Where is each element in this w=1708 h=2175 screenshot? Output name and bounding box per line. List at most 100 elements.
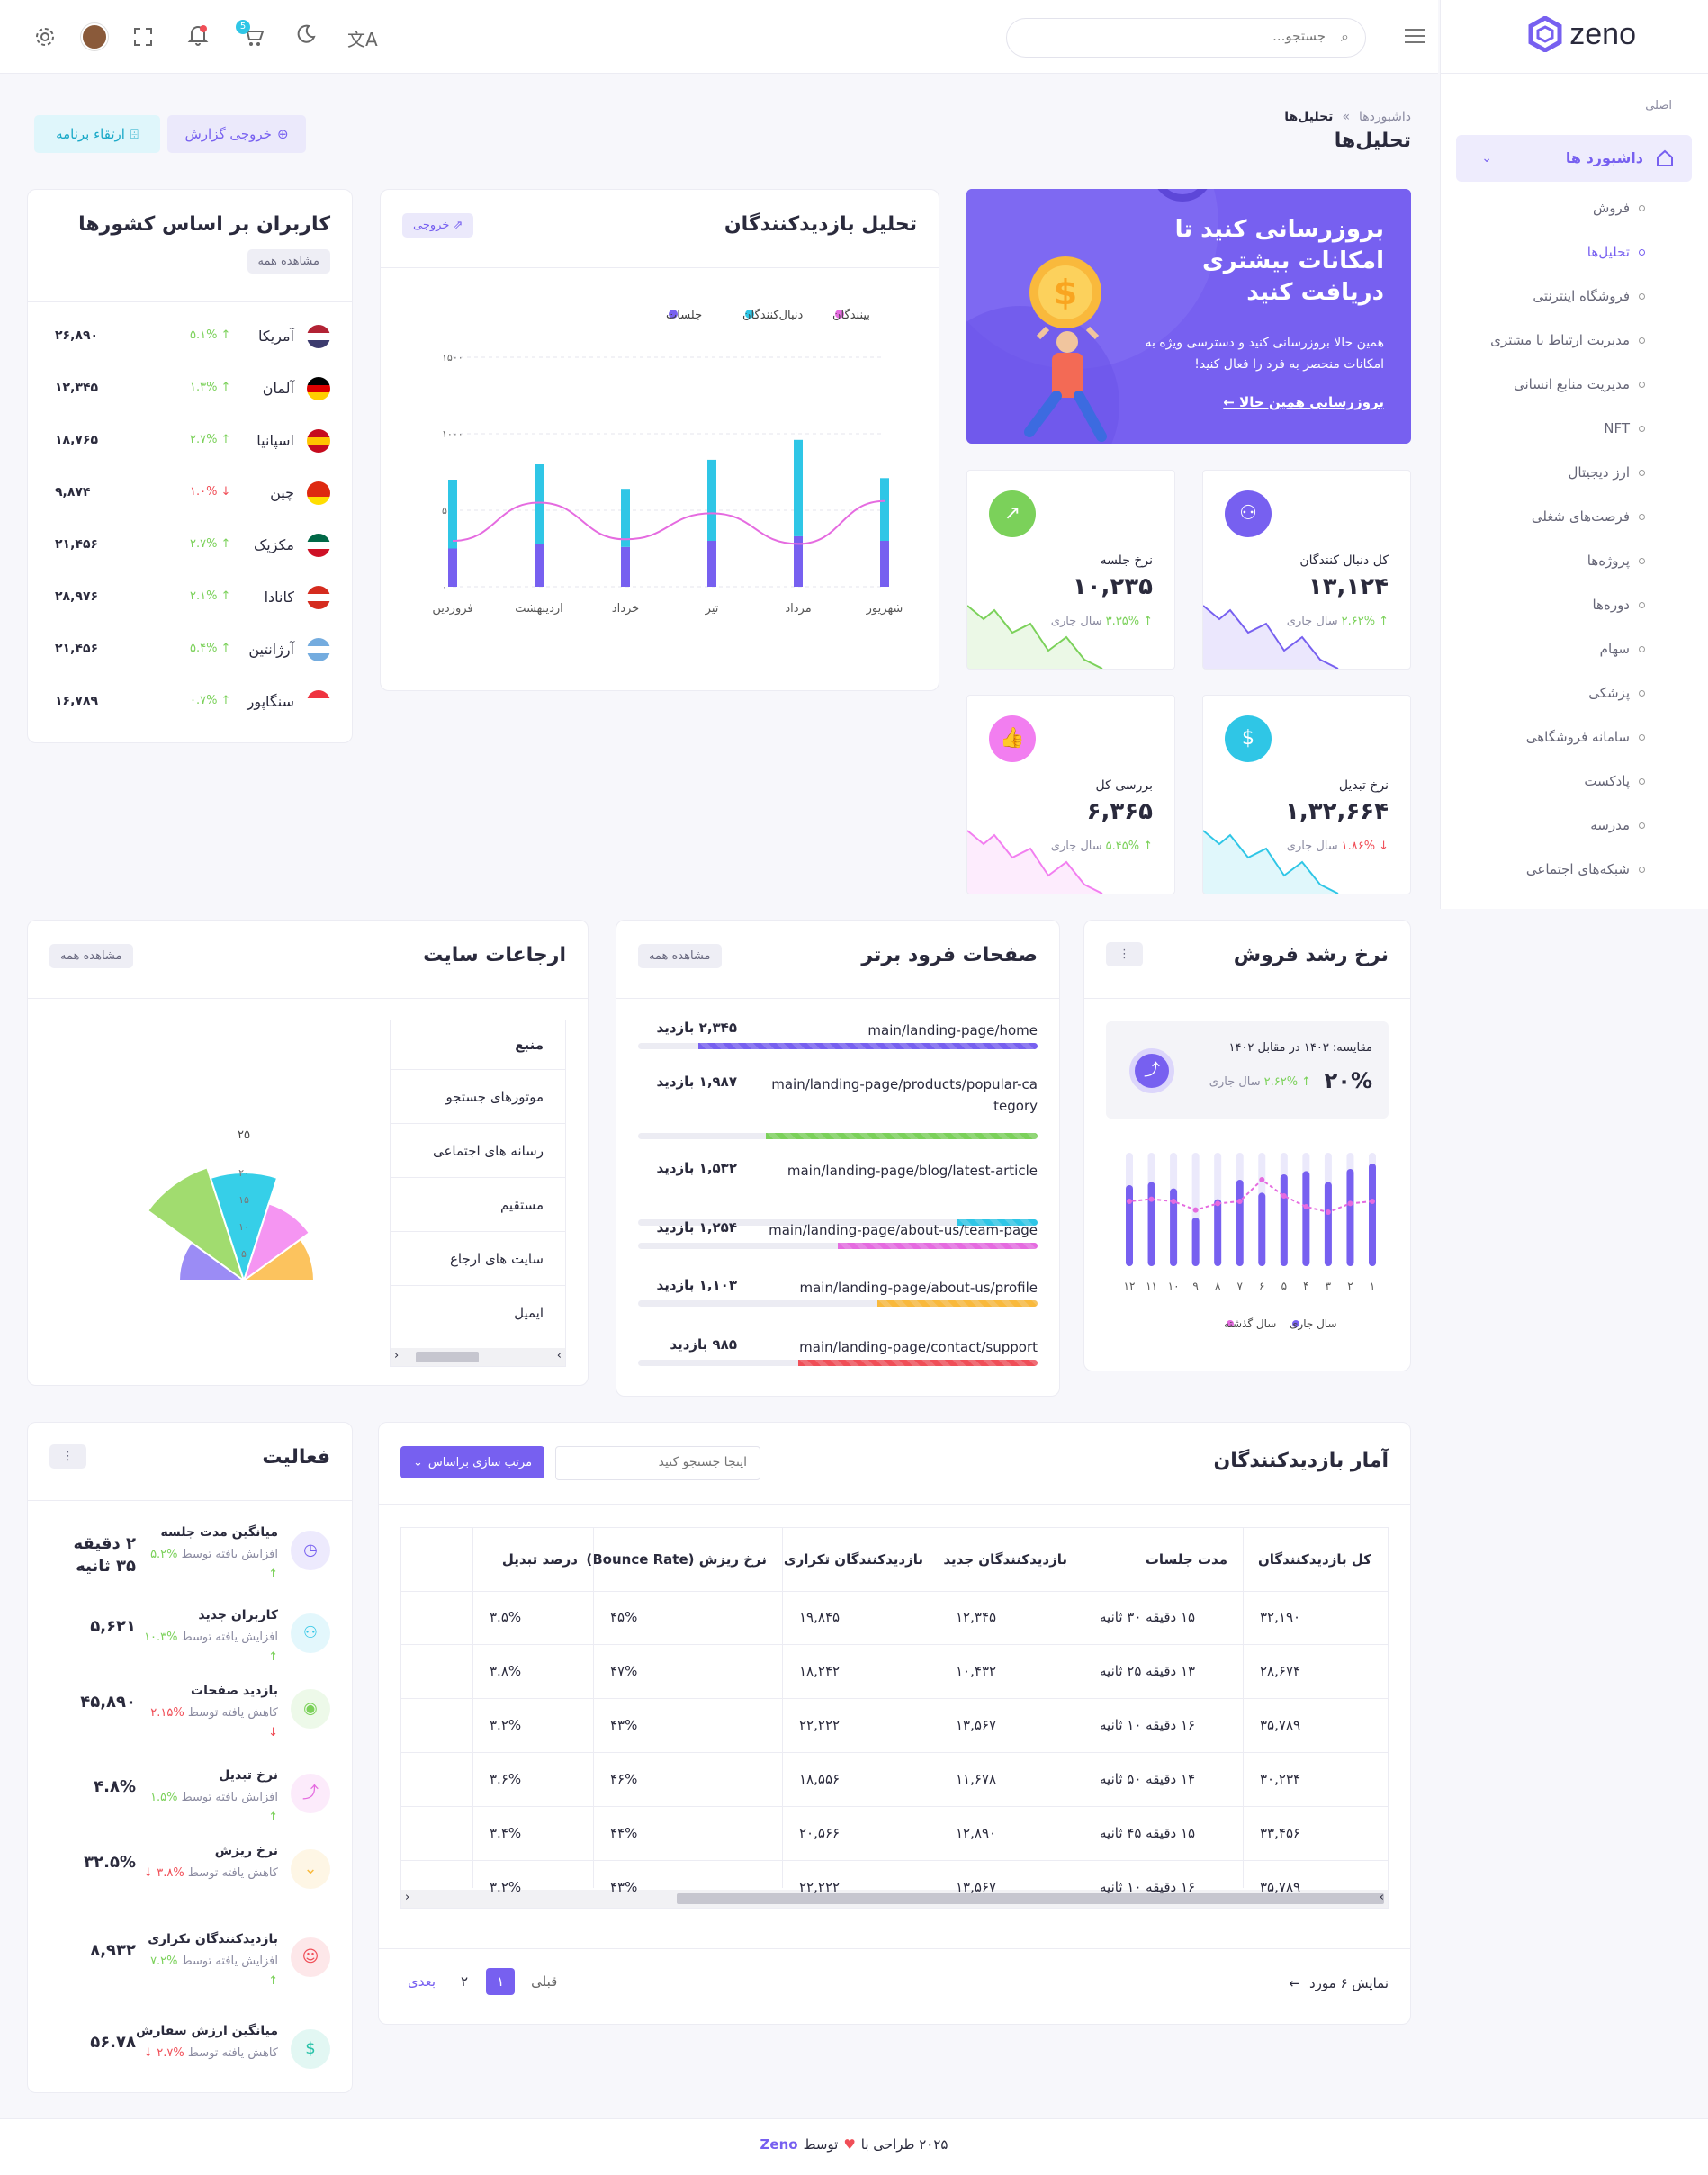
page-2[interactable]: ۲ <box>461 1973 469 1990</box>
logo[interactable]: zeno <box>1528 16 1636 52</box>
table-column-header[interactable]: بازدیدکنندگان جدید <box>943 1551 1067 1568</box>
scroll-left-arrow[interactable]: ‹ <box>405 1891 410 1904</box>
country-change-value: ۱.۳% <box>190 381 218 394</box>
landing-path[interactable]: main/landing-page/products/popular-categ… <box>771 1076 1038 1114</box>
sidebar-item[interactable]: پادکست <box>1584 773 1645 789</box>
table-cell: ۴۴% <box>610 1825 638 1841</box>
breadcrumb-root[interactable]: داشبوردها <box>1359 110 1411 124</box>
upgrade-button[interactable]: ⌹ ارتقاء برنامه <box>34 115 160 153</box>
stats-search-box[interactable] <box>555 1446 760 1480</box>
scroll-thumb[interactable] <box>677 1893 1384 1904</box>
table-row[interactable]: ۳۵,۷۸۹ ۱۶ دقیقه ۱۰ ثانیه ۱۳,۵۶۷ ۲۲,۲۲۲ ۴۳% ۳.… <box>401 1861 1388 1908</box>
footer-text-b: توسط <box>803 2136 839 2153</box>
bar-sessions <box>621 546 630 587</box>
translate-icon[interactable]: 文A <box>347 29 378 50</box>
table-row[interactable]: ۳۲,۱۹۰ ۱۵ دقیقه ۳۰ ثانیه ۱۲,۳۴۵ ۱۹,۸۴۵ ۴۵% ۳.… <box>401 1591 1388 1645</box>
table-row[interactable]: ۳۳,۴۵۶ ۱۵ دقیقه ۴۵ ثانیه ۱۲,۸۹۰ ۲۰,۵۶۶ ۴۴% ۳.… <box>401 1807 1388 1861</box>
flag-ca-icon <box>307 586 330 609</box>
moon-icon[interactable] <box>295 23 317 45</box>
sidebar-item[interactable]: فروش <box>1593 200 1645 216</box>
sort-dropdown-button[interactable]: مرتب سازی براساس ⌄ <box>400 1446 544 1478</box>
divider <box>391 1069 565 1070</box>
promo-card: بروزرسانی کنید تا امکانات بیشتری دریافت … <box>966 189 1411 444</box>
footer-brand[interactable]: Zeno <box>760 2136 798 2153</box>
country-value: ۲۱,۴۵۶ <box>55 642 99 656</box>
table-cell: ۱۶ دقیقه ۱۰ ثانیه <box>1100 1879 1196 1895</box>
landing-view-all-button[interactable]: مشاهده همه <box>638 944 722 968</box>
table-column-header[interactable]: نرخ ریزش (Bounce Rate) <box>586 1551 767 1568</box>
sidebar-item[interactable]: پزشکی <box>1588 685 1645 701</box>
fullscreen-icon[interactable] <box>133 27 153 47</box>
sidebar-item[interactable]: دوره‌ها <box>1592 597 1645 613</box>
upgrade-icon: ⌹ <box>130 126 139 142</box>
country-change-value: ۵.۴% <box>190 642 218 655</box>
sidebar-item[interactable]: NFT <box>1604 420 1645 436</box>
sidebar-item-dashboards[interactable] <box>1456 135 1692 182</box>
search-box[interactable]: ⌕ <box>1006 18 1366 58</box>
visitors-export-button[interactable]: ⇗ خروجی <box>402 213 474 238</box>
arrow-left-icon: ← <box>1289 1975 1300 1991</box>
export-report-button[interactable]: ⊕ خروجی گزارش <box>167 115 306 153</box>
table-cell: ۱۲,۳۴۵ <box>956 1609 997 1625</box>
sidebar-item[interactable]: پروژه‌ها <box>1587 553 1645 569</box>
activity-pct: %۳.۸ <box>157 1866 184 1880</box>
promo-link[interactable]: بروزرسانی همین حالا ← <box>1223 394 1384 410</box>
countries-title: کاربران بر اساس کشورها <box>78 213 330 236</box>
sidebar-item[interactable]: مدیریت ارتباط با مشتری <box>1490 332 1645 348</box>
sidebar-item[interactable]: شبکه‌های اجتماعی <box>1526 861 1645 877</box>
sidebar-item[interactable]: فروشگاه اینترنتی <box>1533 288 1645 304</box>
stat-period: سال جاری <box>1286 615 1338 628</box>
divider <box>28 1500 352 1501</box>
bar-current-year <box>1324 1182 1332 1266</box>
referrals-view-all-button[interactable]: مشاهده همه <box>49 944 133 968</box>
stats-search-input[interactable] <box>576 1455 747 1469</box>
landing-path[interactable]: main/landing-page/blog/latest-article <box>787 1163 1038 1179</box>
sidebar-item[interactable]: تحلیل‌ها <box>1587 244 1645 260</box>
sidebar-item[interactable]: فرصت‌های شغلی <box>1532 508 1645 525</box>
stat-card: ⚇ کل دنبال کنندگان ۱۳,۱۲۴ ↑ ۲.۶۲% سال جاری <box>1202 470 1411 670</box>
table-cell: ۴۳% <box>610 1879 638 1895</box>
table-column-header[interactable]: بازدیدکنندگان تکراری <box>783 1551 923 1568</box>
polar-tick-label: ۱۵ <box>238 1194 249 1206</box>
table-row[interactable]: ۳۰,۲۳۴ ۱۴ دقیقه ۵۰ ثانیه ۱۱,۶۷۸ ۱۸,۵۵۶ ۴۶% ۳.… <box>401 1753 1388 1807</box>
activity-menu-button[interactable]: ⋮ <box>49 1444 86 1469</box>
flag-stripe <box>307 638 330 646</box>
search-icon: ⌕ <box>1341 28 1349 45</box>
landing-path[interactable]: main/landing-page/contact/support <box>799 1339 1038 1355</box>
footer-text: ۲۰۲۵ طراحی با ♥ توسط Zeno <box>0 2136 1708 2153</box>
sidebar-item[interactable]: سامانه فروشگاهی <box>1526 729 1645 745</box>
table-column-header[interactable]: درصد تبدیل <box>501 1551 578 1568</box>
landing-path[interactable]: main/landing-page/home <box>867 1022 1038 1038</box>
horizontal-scrollbar[interactable]: ‹ › <box>391 1348 565 1366</box>
table-row[interactable]: ۳۵,۷۸۹ ۱۶ دقیقه ۱۰ ثانیه ۱۳,۵۶۷ ۲۲,۲۲۲ ۴۳% ۳.… <box>401 1699 1388 1753</box>
sidebar-item-label: تحلیل‌ها <box>1587 244 1630 260</box>
person-holding-coin-illustration: $ <box>1024 256 1107 442</box>
sales-growth-menu-button[interactable]: ⋮ <box>1106 942 1143 966</box>
scroll-right-arrow[interactable]: › <box>556 1349 562 1362</box>
scroll-right-arrow[interactable]: › <box>1379 1891 1384 1904</box>
progress-track <box>638 1043 1038 1049</box>
sidebar-item[interactable]: سهام <box>1600 641 1645 657</box>
table-column-header[interactable]: مدت جلسات <box>1145 1551 1227 1568</box>
page-1[interactable]: ۱ <box>486 1968 516 1995</box>
landing-path[interactable]: main/landing-page/about-us/profile <box>799 1280 1038 1296</box>
pagination-next[interactable]: بعدی <box>408 1973 436 1990</box>
gear-icon[interactable] <box>34 26 56 48</box>
sidebar-item[interactable]: ارز دیجیتال <box>1569 464 1645 481</box>
pagination-prev[interactable]: قبلی <box>531 1973 558 1990</box>
sidebar-item[interactable]: مدیریت منابع انسانی <box>1514 376 1645 392</box>
scroll-left-arrow[interactable]: ‹ <box>394 1349 400 1362</box>
table-row[interactable]: ۲۸,۶۷۴ ۱۳ دقیقه ۲۵ ثانیه ۱۰,۴۳۲ ۱۸,۲۴۲ ۴۷% ۳.… <box>401 1645 1388 1699</box>
countries-view-all-button[interactable]: مشاهده همه <box>247 249 330 274</box>
landing-path[interactable]: main/landing-page/about-us/team-page <box>769 1222 1038 1238</box>
scroll-thumb[interactable] <box>416 1352 479 1362</box>
visitor-stats-card: آمار بازدیدکنندگان مرتب سازی براساس ⌄ ‹ ›… <box>378 1422 1411 2025</box>
avatar[interactable] <box>81 23 108 50</box>
stat-sparkline <box>967 605 1103 669</box>
table-horizontal-scrollbar[interactable]: ‹ › <box>401 1890 1388 1908</box>
table-column-header[interactable]: کل بازدیدکنندگان <box>1257 1551 1371 1568</box>
sidebar-item[interactable]: مدرسه <box>1590 817 1645 833</box>
menu-toggle-icon[interactable] <box>1405 27 1425 45</box>
search-input[interactable] <box>1056 28 1326 44</box>
divider <box>28 998 588 999</box>
